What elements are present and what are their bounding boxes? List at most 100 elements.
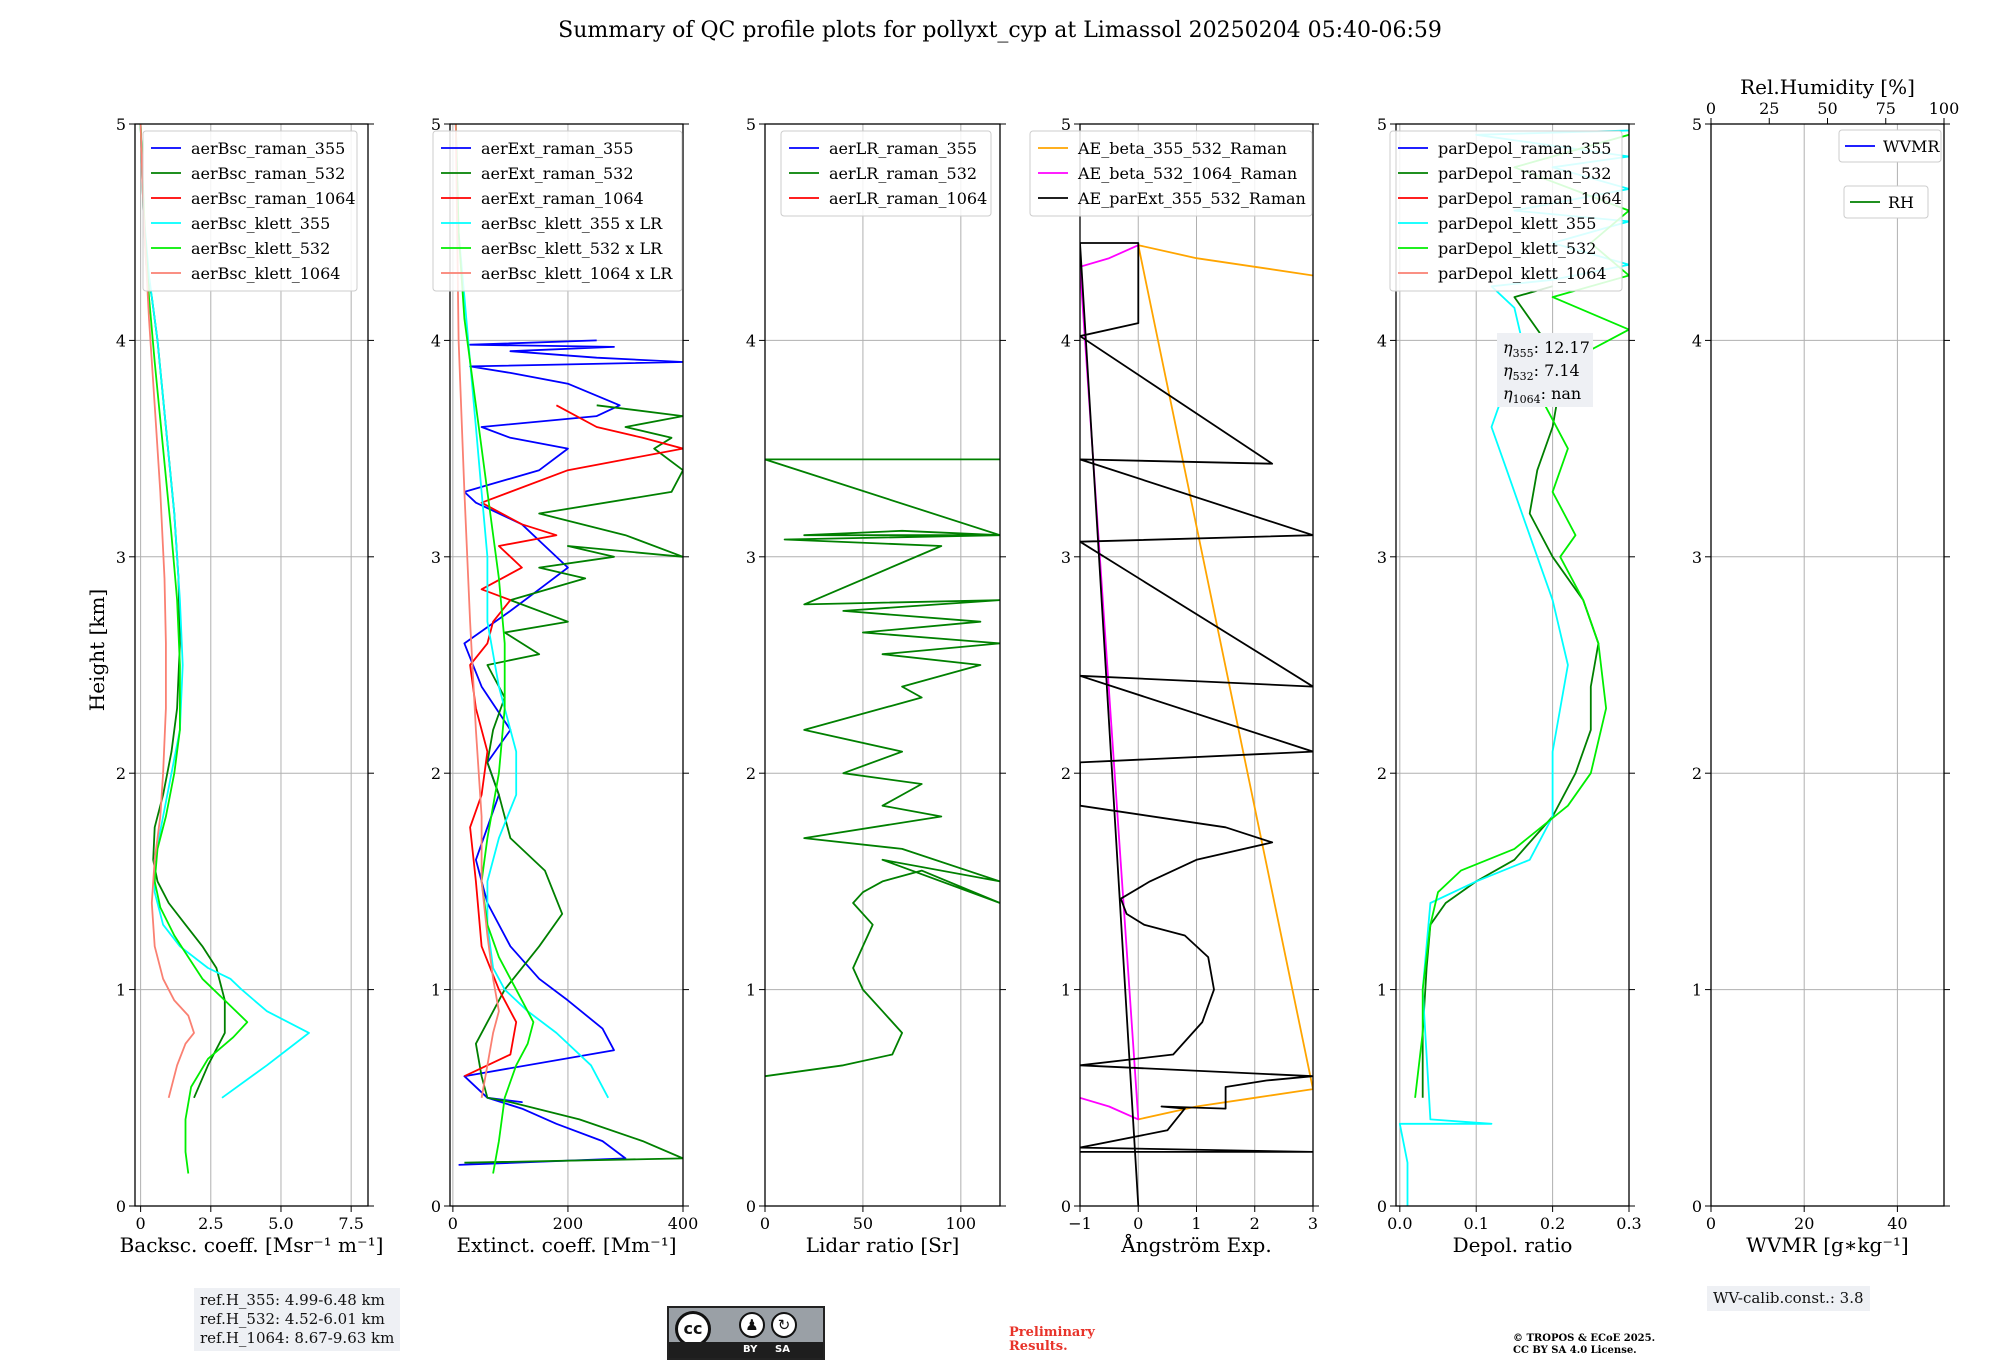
y-tick-label: 1 <box>1692 981 1702 1000</box>
y-tick-label: 2 <box>1692 764 1702 783</box>
legend-label: aerExt_raman_1064 <box>481 189 644 208</box>
series-line-aerExt_raman_532 <box>464 404 683 1164</box>
preliminary-note: Preliminary Results. <box>1009 1326 1095 1354</box>
top-x-tick-label: 100 <box>1929 99 1960 118</box>
y-tick-label: 2 <box>746 764 756 783</box>
y-tick-label: 2 <box>116 764 126 783</box>
panels: 0 2.5 5.0 7.5 0 1 2 3 4 5 Backsc. coeff. [Msr⁻¹ m⁻… <box>116 75 1959 1257</box>
wv-calib-box: WV-calib.const.: 3.8 <box>1707 1286 1870 1311</box>
copyright-line2: CC BY SA 4.0 License. <box>1513 1345 1637 1356</box>
x-tick-label: 0.1 <box>1463 1214 1488 1233</box>
y-tick-label: 5 <box>1377 115 1387 134</box>
series-line-aerBsc_klett_1064 <box>139 124 195 1099</box>
y-tick-label: 0 <box>431 1197 441 1216</box>
y-tick-label: 5 <box>116 115 126 134</box>
legend-label: aerBsc_klett_1064 x LR <box>481 264 673 283</box>
legend-box <box>142 130 358 292</box>
x-axis-label: Lidar ratio [Sr] <box>806 1233 960 1257</box>
y-tick-label: 3 <box>1377 548 1387 567</box>
y-tick-label: 3 <box>1692 548 1702 567</box>
eta-value: : nan <box>1541 384 1582 403</box>
y-tick-label: 0 <box>746 1197 756 1216</box>
top-x-tick-label: 50 <box>1817 99 1837 118</box>
axes-frame <box>764 123 1001 1207</box>
panel-lidar_ratio: 0 50 100 0 1 2 3 4 5 Lidar ratio [Sr] aerLR_raman_… <box>746 115 1006 1257</box>
legend-box <box>1838 129 1942 163</box>
y-tick-label: 2 <box>1377 764 1387 783</box>
x-tick-label: 3 <box>1308 1214 1318 1233</box>
legend-label: AE_parExt_355_532_Raman <box>1077 189 1306 208</box>
x-tick-label: −1 <box>1068 1214 1092 1233</box>
eta-532: η532: 7.14 <box>1503 361 1580 383</box>
x-tick-label: 20 <box>1794 1214 1814 1233</box>
legend-label: AE_beta_532_1064_Raman <box>1077 164 1297 183</box>
axes-frame <box>1395 123 1630 1207</box>
panel-extinction: 0 200 400 0 1 2 3 4 5 Extinct. coeff. [Mm⁻¹] aerEx… <box>431 115 698 1257</box>
x-tick-label: 0.0 <box>1387 1214 1412 1233</box>
legend-label: aerLR_raman_1064 <box>829 189 987 208</box>
legend-box <box>780 130 992 217</box>
legend-label: parDepol_klett_355 <box>1438 214 1596 233</box>
legend-label: aerLR_raman_532 <box>829 164 977 183</box>
x-tick-label: 0.3 <box>1616 1214 1641 1233</box>
x-tick-label: 100 <box>946 1214 977 1233</box>
y-tick-label: 4 <box>746 331 756 350</box>
y-tick-label: 4 <box>116 331 126 350</box>
x-axis-label: Depol. ratio <box>1453 1233 1573 1257</box>
preliminary-line2: Results. <box>1009 1339 1068 1354</box>
top-x-axis-label: Rel.Humidity [%] <box>1740 75 1915 99</box>
top-x-tick-label: 0 <box>1706 99 1716 118</box>
eta-subscript: 532 <box>1513 370 1534 383</box>
legend-label: aerBsc_raman_1064 <box>191 189 356 208</box>
x-tick-label: 5.0 <box>268 1214 293 1233</box>
panel-depol: 0.0 0.1 0.2 0.3 0 1 2 3 4 5 Depol. ratio parDepol_r… <box>1377 115 1642 1257</box>
series-line-aerBsc_klett_355 <box>139 124 310 1099</box>
x-axis-label: Ångström Exp. <box>1120 1232 1271 1257</box>
sa-share-alike-icon: ↻ <box>771 1312 797 1338</box>
y-tick-label: 0 <box>116 1197 126 1216</box>
panel-backscatter: 0 2.5 5.0 7.5 0 1 2 3 4 5 Backsc. coeff. [Msr⁻¹ m⁻… <box>116 115 384 1257</box>
top-x-tick-label: 25 <box>1759 99 1779 118</box>
figure-title: Summary of QC profile plots for pollyxt_… <box>558 18 1442 43</box>
legend-label: AE_beta_355_532_Raman <box>1077 139 1287 158</box>
y-tick-label: 3 <box>1061 548 1071 567</box>
cc-license-badge[interactable]: cc ♟ ↻ BY SA <box>667 1306 825 1360</box>
panel-wvmr: 0 20 40 0 1 2 3 4 5 WVMR [g∗kg⁻¹] 0 25 50 75 100 Rel.Hu… <box>1692 75 1959 1257</box>
y-tick-label: 0 <box>1061 1197 1071 1216</box>
series-group <box>454 124 683 1174</box>
series-line-parDepol_raman_532 <box>1421 285 1600 1098</box>
x-tick-label: 0 <box>1133 1214 1143 1233</box>
legend-label: parDepol_klett_532 <box>1438 239 1596 258</box>
legend-label: RH <box>1888 193 1914 212</box>
series-group <box>139 124 310 1174</box>
y-tick-label: 1 <box>116 981 126 1000</box>
series-line-aerExt_raman_355 <box>458 339 683 1166</box>
eta-355: η355: 12.17 <box>1503 338 1590 360</box>
ref-height-1064: ref.H_1064: 8.67-9.63 km <box>200 1329 395 1347</box>
series-line-aerLR_raman_532 <box>765 458 1000 1078</box>
legend-label: aerBsc_klett_532 x LR <box>481 239 663 258</box>
legend-label: parDepol_raman_532 <box>1438 164 1611 183</box>
x-tick-label: 0 <box>1706 1214 1716 1233</box>
preliminary-line1: Preliminary <box>1009 1325 1095 1340</box>
legend-label: aerBsc_klett_355 <box>191 214 330 233</box>
y-tick-label: 3 <box>116 548 126 567</box>
x-tick-label: 200 <box>553 1214 584 1233</box>
y-tick-label: 1 <box>746 981 756 1000</box>
y-tick-label: 3 <box>746 548 756 567</box>
y-tick-label: 1 <box>1061 981 1071 1000</box>
x-tick-label: 1 <box>1191 1214 1201 1233</box>
cc-badge-bar: BY SA <box>669 1342 823 1358</box>
y-tick-label: 5 <box>746 115 756 134</box>
ref-heights-box: ref.H_355: 4.99-6.48 km ref.H_532: 4.52-… <box>194 1288 401 1351</box>
y-tick-label: 5 <box>1061 115 1071 134</box>
x-axis-label: WVMR [g∗kg⁻¹] <box>1746 1233 1908 1257</box>
ref-height-355: ref.H_355: 4.99-6.48 km <box>200 1291 385 1309</box>
y-tick-label: 1 <box>1377 981 1387 1000</box>
y-tick-label: 0 <box>1377 1197 1387 1216</box>
y-tick-label: 0 <box>1692 1197 1702 1216</box>
legend-label: aerBsc_raman_355 <box>191 139 345 158</box>
legend-label: aerExt_raman_532 <box>481 164 634 183</box>
